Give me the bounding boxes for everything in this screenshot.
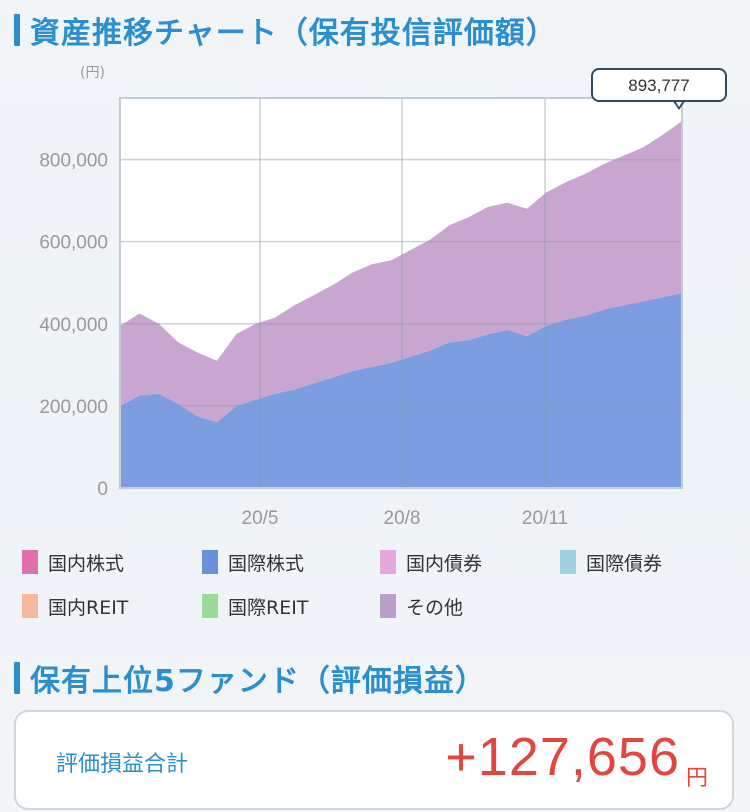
legend-swatch xyxy=(380,550,396,574)
profit-total-label: 評価損益合計 xyxy=(56,752,189,777)
y-tick-label: 600,000 xyxy=(39,233,108,254)
chart-title: 資産推移チャート（保有投信評価額） xyxy=(30,16,557,51)
profit-total-unit: 円 xyxy=(685,766,708,791)
legend-item: 国際REIT xyxy=(202,594,380,619)
y-tick-label: 200,000 xyxy=(39,397,108,418)
x-tick-label: 20/5 xyxy=(242,508,279,529)
profit-total-value: +127,656 xyxy=(445,727,680,787)
y-axis-unit: (円) xyxy=(80,65,105,81)
y-tick-label: 800,000 xyxy=(39,151,108,172)
title-accent-bar xyxy=(14,14,20,46)
legend-swatch xyxy=(202,550,218,574)
legend-item: その他 xyxy=(380,594,560,619)
legend-swatch xyxy=(22,594,38,618)
legend-swatch xyxy=(22,550,38,574)
top-funds-title: 保有上位5ファンド（評価損益） xyxy=(30,664,486,699)
chart-section-title: 資産推移チャート（保有投信評価額） xyxy=(14,8,557,52)
area-series-other xyxy=(120,121,682,423)
legend-label: 国内債券 xyxy=(406,552,483,575)
legend-label: 国内株式 xyxy=(48,552,125,575)
legend-item: 国内株式 xyxy=(22,550,202,575)
legend-item: 国際株式 xyxy=(202,550,380,575)
title-accent-bar xyxy=(14,662,20,694)
legend-label: その他 xyxy=(406,596,464,619)
plot-border xyxy=(119,97,683,489)
y-tick-label: 0 xyxy=(97,479,108,500)
top-funds-section-title: 保有上位5ファンド（評価損益） xyxy=(14,656,486,700)
legend-swatch xyxy=(380,594,396,618)
legend-label: 国際株式 xyxy=(228,552,305,575)
legend-swatch xyxy=(560,550,576,574)
legend-label: 国際債券 xyxy=(586,552,663,575)
area-series-intl-stock xyxy=(120,293,682,488)
y-tick-label: 400,000 xyxy=(39,315,108,336)
chart-legend: 国内株式 国際株式 国内債券 国際債券国内REIT 国際REIT その他 xyxy=(22,550,732,619)
callout-tail-inner xyxy=(674,99,684,107)
x-tick-label: 20/8 xyxy=(384,508,421,529)
legend-item: 国内債券 xyxy=(380,550,560,575)
legend-item: 国際債券 xyxy=(560,550,732,575)
latest-value-callout: 893,777 xyxy=(591,68,727,102)
x-tick-label: 20/11 xyxy=(522,508,568,529)
legend-swatch xyxy=(202,594,218,618)
legend-label: 国際REIT xyxy=(228,596,309,619)
asset-chart[interactable]: 800,000 600,000 400,000 200,000 0 20/5 20/8 20/… xyxy=(0,60,750,540)
legend-item: 国内REIT xyxy=(22,594,202,619)
legend-label: 国内REIT xyxy=(48,596,129,619)
profit-summary-card[interactable]: 評価損益合計 +127,656 円 xyxy=(14,710,734,810)
